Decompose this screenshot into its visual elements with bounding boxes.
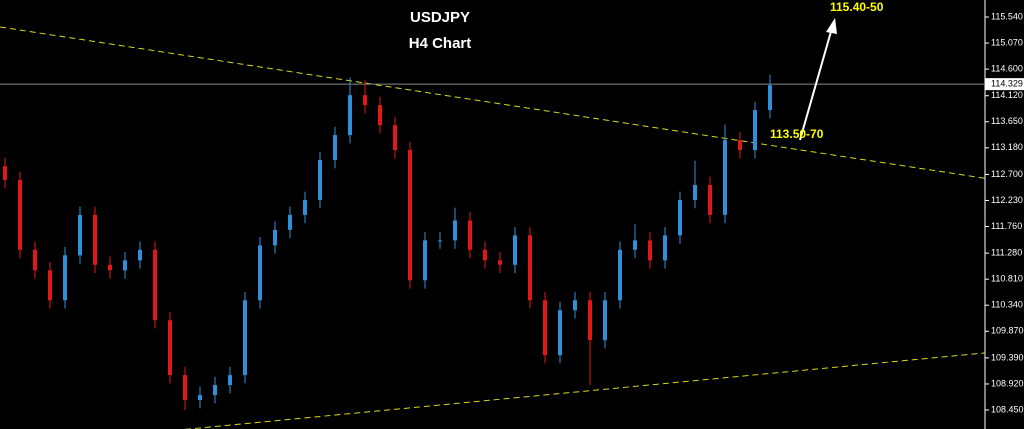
- candle-body: [273, 229, 277, 246]
- y-tick-label: 115.070: [991, 37, 1023, 47]
- chart-title: USDJPY: [410, 9, 470, 26]
- support-annotation: 113.50-70: [770, 127, 824, 141]
- candle-body: [513, 235, 517, 265]
- candle-body: [318, 160, 322, 200]
- y-tick-label: 109.390: [991, 352, 1024, 362]
- candle-body: [483, 249, 487, 261]
- candle-body: [453, 220, 457, 241]
- candle-body: [438, 240, 442, 242]
- candle-body: [588, 300, 592, 341]
- candle-body: [348, 95, 352, 136]
- current-price-label: 114.329: [991, 79, 1023, 89]
- candle-body: [498, 260, 502, 265]
- y-tick-label: 108.450: [991, 404, 1024, 414]
- candle-body: [543, 300, 547, 356]
- y-tick-label: 109.870: [991, 326, 1024, 336]
- candle-body: [738, 140, 742, 151]
- candle-body: [18, 179, 22, 250]
- candle-body: [528, 235, 532, 301]
- candle-body: [153, 249, 157, 321]
- chart-subtitle: H4 Chart: [409, 35, 472, 52]
- y-tick-label: 111.760: [991, 221, 1022, 231]
- candle-body: [618, 249, 622, 301]
- y-tick-label: 108.920: [991, 378, 1024, 388]
- candle-body: [693, 184, 697, 200]
- candle-body: [213, 385, 217, 396]
- trendline: [184, 352, 985, 429]
- candle-body: [3, 166, 7, 180]
- candle-body: [258, 245, 262, 301]
- y-tick-label: 114.600: [991, 63, 1023, 73]
- trendline: [0, 26, 986, 179]
- candle-body: [333, 135, 337, 161]
- candle-body: [363, 95, 367, 106]
- arrow-head: [826, 18, 837, 34]
- candle-body: [573, 300, 577, 311]
- y-tick-label: 111.280: [991, 248, 1022, 258]
- candle-body: [408, 150, 412, 281]
- candle-body: [48, 270, 52, 301]
- candle-body: [63, 255, 67, 301]
- candle-body: [468, 220, 472, 250]
- candle-body: [303, 199, 307, 215]
- y-tick-label: 110.340: [991, 300, 1023, 310]
- candle-body: [93, 214, 97, 265]
- candle-body: [33, 249, 37, 271]
- candle-body: [768, 85, 772, 111]
- current-price-box: [985, 78, 1024, 91]
- candle-body: [753, 110, 757, 151]
- candle-body: [243, 300, 247, 376]
- candle-body: [168, 320, 172, 376]
- y-tick-label: 115.540: [991, 11, 1023, 21]
- candle-body: [603, 300, 607, 341]
- candle-body: [198, 395, 202, 401]
- plot: [0, 26, 986, 429]
- y-tick-label: 112.700: [991, 169, 1023, 179]
- candle-body: [423, 240, 427, 281]
- candle-body: [108, 264, 112, 271]
- candle-body: [183, 375, 187, 401]
- candle-body: [138, 249, 142, 261]
- candle-body: [393, 125, 397, 151]
- candle-body: [558, 310, 562, 356]
- target-annotation: 115.40-50: [830, 0, 884, 14]
- y-tick-label: 113.650: [991, 116, 1023, 126]
- candle-body: [633, 240, 637, 250]
- y-tick-label: 110.810: [991, 274, 1023, 284]
- candle-body: [228, 375, 232, 386]
- candle-body: [663, 235, 667, 261]
- candle-body: [78, 214, 82, 256]
- candle-body: [648, 240, 652, 261]
- y-tick-label: 113.180: [991, 142, 1023, 152]
- candle-body: [723, 140, 727, 215]
- candle-body: [708, 184, 712, 215]
- candle-body: [678, 199, 682, 236]
- candle-body: [288, 214, 292, 230]
- arrow-shaft: [799, 27, 833, 141]
- y-tick-label: 112.230: [991, 195, 1023, 205]
- candle-body: [123, 260, 127, 271]
- candle-body: [378, 105, 382, 126]
- y-tick-label: 114.120: [991, 90, 1023, 100]
